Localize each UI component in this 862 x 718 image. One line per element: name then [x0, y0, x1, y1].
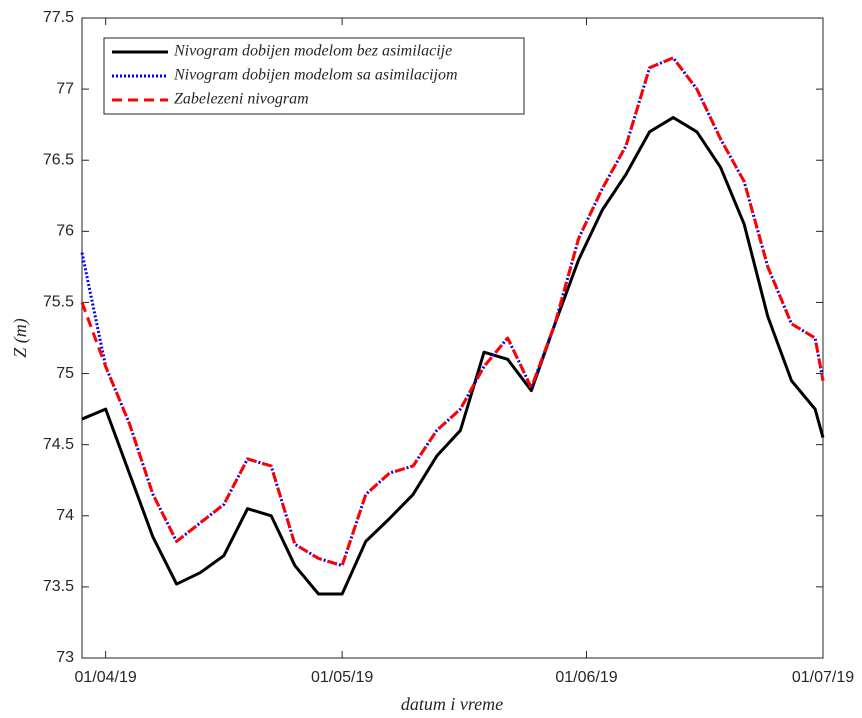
x-tick-label: 01/04/19 — [75, 669, 137, 686]
y-tick-label: 75 — [56, 365, 74, 382]
plot-area — [81, 17, 824, 659]
x-tick-label: 01/06/19 — [555, 669, 617, 686]
y-axis-label: Z (m) — [10, 318, 31, 358]
x-tick-label: 01/05/19 — [311, 669, 373, 686]
line — [80, 56, 825, 568]
y-tick-label: 74.5 — [43, 436, 74, 453]
y-tick-label: 77.5 — [43, 9, 74, 26]
y-tick-label: 73.5 — [43, 578, 74, 595]
y-tick-label: 75.5 — [43, 294, 74, 311]
x-axis-label: datum i vreme — [401, 694, 503, 714]
y-tick-label: 73 — [56, 649, 74, 666]
y-tick-label: 76.5 — [43, 151, 74, 168]
legend-label: Nivogram dobijen modelom sa asimilacijom — [173, 67, 458, 84]
x-tick-label: 01/07/19 — [792, 669, 854, 686]
legend-label: Zabelezeni nivogram — [174, 91, 309, 108]
y-tick-label: 76 — [56, 223, 74, 240]
legend-box — [103, 37, 525, 115]
y-tick-label: 77 — [56, 80, 74, 97]
y-tick-label: 74 — [56, 507, 74, 524]
line — [81, 116, 825, 596]
legend-label: Nivogram dobijen modelom bez asimilacije — [173, 43, 452, 60]
